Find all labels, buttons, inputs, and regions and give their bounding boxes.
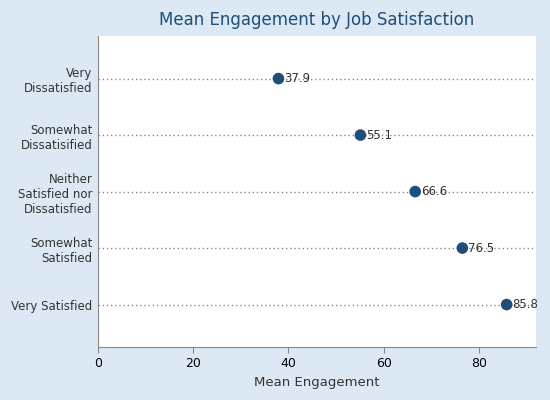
Text: 55.1: 55.1 bbox=[366, 128, 392, 142]
Text: 37.9: 37.9 bbox=[284, 72, 310, 85]
Point bbox=[356, 132, 365, 138]
Point bbox=[458, 245, 467, 251]
Point bbox=[502, 301, 511, 308]
Point bbox=[274, 75, 283, 82]
Point bbox=[411, 188, 420, 195]
Text: 66.6: 66.6 bbox=[421, 185, 447, 198]
Text: 85.8: 85.8 bbox=[513, 298, 538, 311]
X-axis label: Mean Engagement: Mean Engagement bbox=[254, 376, 380, 389]
Text: 76.5: 76.5 bbox=[468, 242, 494, 254]
Title: Mean Engagement by Job Satisfaction: Mean Engagement by Job Satisfaction bbox=[160, 11, 475, 29]
